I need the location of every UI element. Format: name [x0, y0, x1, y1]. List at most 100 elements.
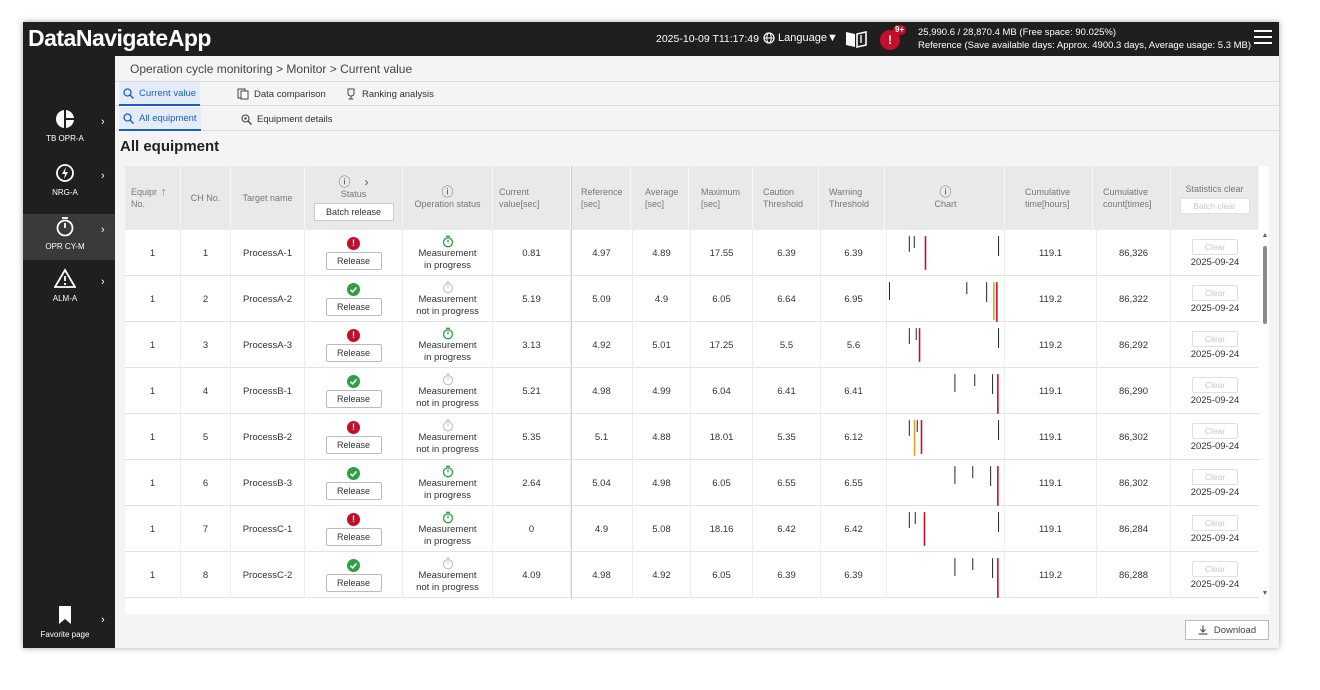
release-button[interactable]: Release — [325, 297, 382, 316]
cell-ch: 6 — [181, 460, 231, 506]
storage-usage: 25,990.6 / 28,870.4 MB (Free space: 90.0… — [918, 27, 1117, 38]
chart-bar — [888, 282, 890, 300]
cell-operation-status: Measurement in progress — [403, 506, 493, 552]
cell-statistics-clear: Clear 2025-09-24 — [1171, 552, 1259, 598]
header-equip-no[interactable]: Equipr ↑ No. — [125, 166, 181, 230]
cell-caution: 6.39 — [753, 230, 821, 276]
cell-target: ProcessC-1 — [231, 506, 305, 552]
clear-button[interactable]: Clear — [1192, 468, 1238, 485]
batch-release-button[interactable]: Batch release — [313, 202, 394, 221]
chevron-right-icon[interactable]: › — [364, 174, 369, 189]
chart-bar — [992, 374, 994, 394]
chart-bar — [998, 420, 1000, 440]
cell-cum_time: 119.1 — [1005, 506, 1097, 552]
alert-button[interactable]: ! — [880, 30, 900, 50]
release-button[interactable]: Release — [325, 527, 382, 546]
cell-equip: 1 — [125, 552, 181, 598]
clear-button[interactable]: Clear — [1192, 284, 1238, 301]
manual-button[interactable] — [845, 30, 867, 53]
header-text: time[hours] — [1025, 199, 1070, 209]
help-icon[interactable]: ⓘ — [338, 174, 351, 189]
cell-current: 5.21 — [493, 368, 571, 414]
cell-status: Release — [305, 368, 403, 414]
header-text: Cumulative — [1025, 187, 1071, 197]
cell-target: ProcessA-2 — [231, 276, 305, 322]
header-text: Caution — [763, 187, 795, 197]
scrollbar-thumb[interactable] — [1263, 246, 1267, 324]
tab-current-value[interactable]: Current value — [119, 82, 201, 106]
scroll-down-arrow-icon[interactable]: ▼ — [1261, 590, 1269, 597]
language-selector[interactable]: Language▼ — [763, 32, 838, 44]
tab-ranking-analysis[interactable]: Ranking analysis — [341, 82, 438, 106]
release-button[interactable]: Release — [325, 251, 382, 270]
scroll-up-arrow-icon[interactable]: ▲ — [1261, 232, 1269, 239]
download-button[interactable]: Download — [1185, 620, 1269, 640]
cell-current: 5.35 — [493, 414, 571, 460]
page-title: All equipment — [120, 138, 220, 155]
clear-date: 2025-09-24 — [1190, 394, 1240, 406]
chart-bar — [998, 512, 1000, 532]
clear-button[interactable]: Clear — [1192, 514, 1238, 531]
operation-status-line2: in progress — [424, 535, 471, 547]
hamburger-menu-icon[interactable] — [1254, 30, 1272, 46]
release-button[interactable]: Release — [325, 435, 382, 454]
operation-status-line2: in progress — [424, 489, 471, 501]
header-text: Status — [340, 188, 367, 199]
error-status-icon: ! — [347, 420, 360, 434]
cell-cum_count: 86,290 — [1097, 368, 1171, 414]
cell-reference: 4.9 — [571, 506, 633, 552]
sidebar-item-tb-opr-a[interactable]: TB OPR-A › — [23, 106, 115, 152]
help-icon[interactable]: ⓘ — [939, 185, 952, 199]
clear-button[interactable]: Clear — [1192, 330, 1238, 347]
cell-cum_time: 119.2 — [1005, 276, 1097, 322]
cell-current: 5.19 — [493, 276, 571, 322]
bookmark-icon — [59, 606, 71, 624]
clear-date: 2025-09-24 — [1190, 256, 1240, 268]
help-icon[interactable]: ⓘ — [441, 185, 454, 199]
cell-average: 4.92 — [633, 552, 691, 598]
operation-status-line2: in progress — [424, 351, 471, 363]
tab-equipment-details[interactable]: Equipment details — [237, 107, 337, 131]
tab-all-equipment[interactable]: All equipment — [119, 107, 201, 131]
cell-current: 0.81 — [493, 230, 571, 276]
chevron-right-icon: › — [101, 224, 105, 236]
header-text: Warning — [829, 187, 863, 197]
sidebar-item-opr-cy-m[interactable]: OPR CY-M › — [23, 214, 115, 260]
clear-button[interactable]: Clear — [1192, 238, 1238, 255]
sidebar-item-favorite-page[interactable]: Favorite page › — [23, 606, 115, 648]
chart-bar — [966, 282, 968, 295]
clear-button[interactable]: Clear — [1192, 376, 1238, 393]
scrollbar[interactable]: ▲ ▼ — [1261, 232, 1269, 602]
main-content: Operation cycle monitoring > Monitor > C… — [115, 56, 1279, 648]
release-button[interactable]: Release — [325, 389, 382, 408]
cell-average: 5.01 — [633, 322, 691, 368]
chart-bar — [997, 466, 999, 506]
clear-button[interactable]: Clear — [1192, 560, 1238, 577]
cell-operation-status: Measurement not in progress — [403, 414, 493, 460]
cell-statistics-clear: Clear 2025-09-24 — [1171, 460, 1259, 506]
cell-cum_count: 86,288 — [1097, 552, 1171, 598]
tab-label: Data comparison — [254, 88, 326, 100]
operation-status-line1: Measurement — [418, 431, 477, 443]
cell-maximum: 18.01 — [691, 414, 753, 460]
release-button[interactable]: Release — [325, 343, 382, 362]
alert-count-badge: 9+ — [893, 25, 907, 35]
cell-cum_time: 119.1 — [1005, 460, 1097, 506]
cell-reference: 5.1 — [571, 414, 633, 460]
batch-clear-button[interactable]: Batch clear — [1179, 197, 1250, 214]
header-text: Statistics clear — [1185, 183, 1244, 194]
chevron-right-icon: › — [101, 276, 105, 288]
equipment-table: Equipr ↑ No. CH No. Target name ⓘ › Status… — [125, 166, 1269, 614]
sidebar-item-label: Favorite page — [40, 630, 90, 639]
sidebar-item-alm-a[interactable]: ALM-A › — [23, 266, 115, 312]
release-button[interactable]: Release — [325, 481, 382, 500]
release-button[interactable]: Release — [325, 573, 382, 592]
cell-current: 3.13 — [493, 322, 571, 368]
clear-button[interactable]: Clear — [1192, 422, 1238, 439]
error-status-icon: ! — [347, 512, 360, 526]
tab-data-comparison[interactable]: Data comparison — [233, 82, 330, 106]
cell-warning: 6.39 — [821, 230, 887, 276]
error-status-icon: ! — [347, 236, 360, 250]
sidebar-item-nrg-a[interactable]: NRG-A › — [23, 160, 115, 206]
operation-status-line1: Measurement — [418, 247, 477, 259]
